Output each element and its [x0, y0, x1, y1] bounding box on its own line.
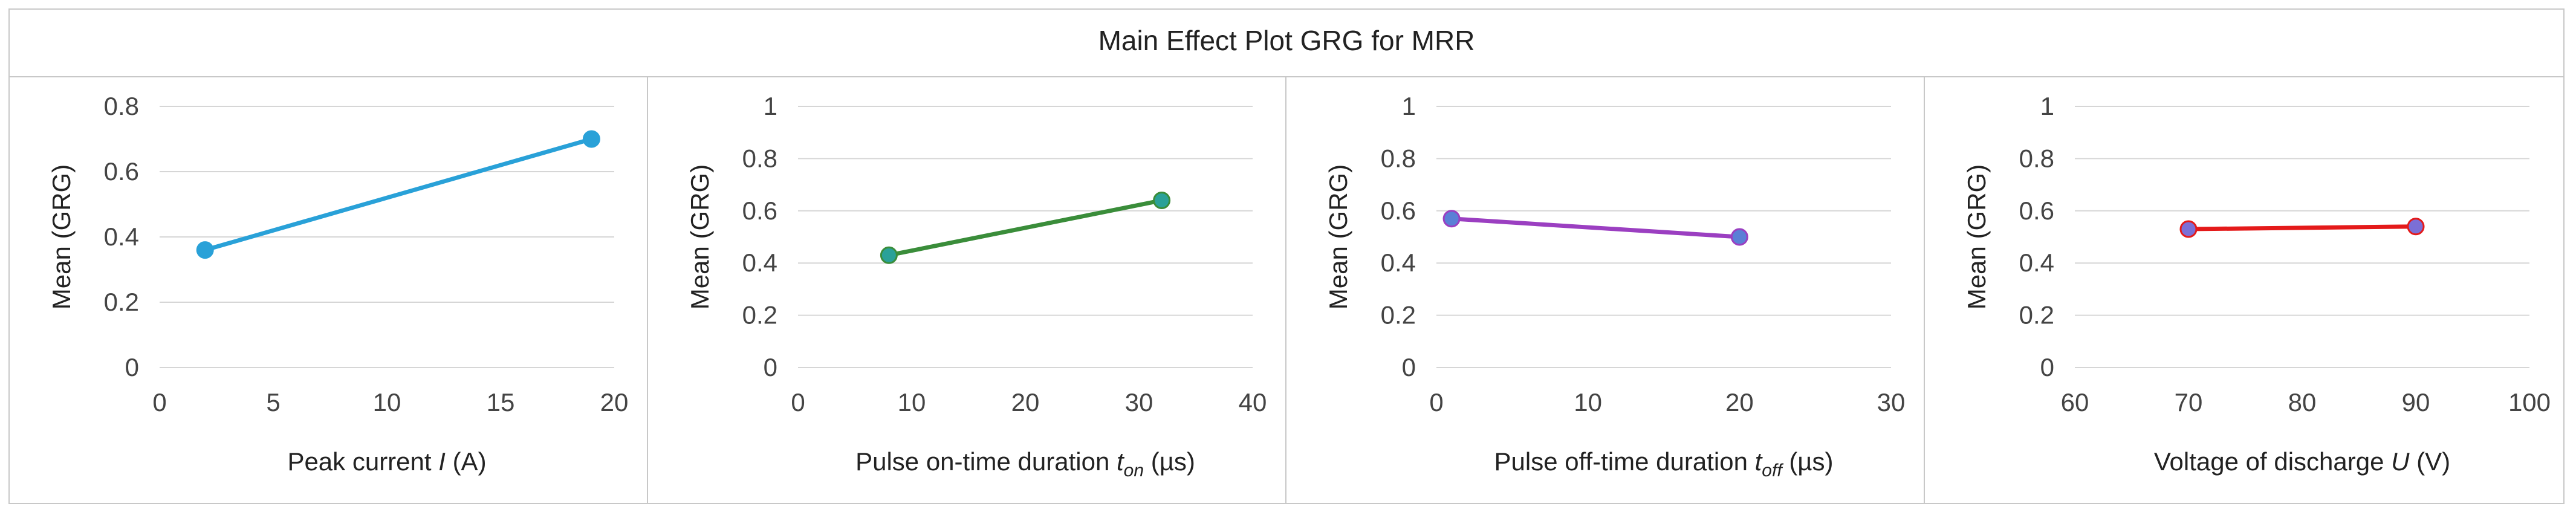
y-tick-label: 0.8	[742, 144, 777, 172]
x-tick-label: 0	[1429, 388, 1443, 416]
y-tick-label: 0.8	[1381, 144, 1416, 172]
x-tick-label: 90	[2402, 388, 2430, 416]
data-point	[1730, 228, 1748, 246]
data-point	[196, 241, 214, 259]
data-point	[1153, 192, 1171, 210]
series-line	[204, 137, 592, 252]
data-point	[582, 130, 600, 148]
y-axis-title: Mean (GRG)	[1324, 164, 1352, 309]
chart-frame: Main Effect Plot GRG for MRR 0 0.2 0.4 0.6 0…	[8, 8, 2565, 504]
x-tick-label: 20	[600, 388, 629, 416]
panel-voltage: 0 0.2 0.4 0.6 0.8 1 60 70 80 90 100 Mean (GRG) Volta…	[1925, 77, 2563, 504]
y-tick-label: 0.8	[2019, 144, 2054, 172]
x-tick-label: 20	[1011, 388, 1040, 416]
series-line	[2188, 224, 2416, 231]
y-tick-label: 1	[2040, 92, 2054, 120]
y-tick-label: 0.6	[1381, 196, 1416, 225]
x-tick-label: 15	[487, 388, 515, 416]
y-tick-label: 1	[764, 92, 777, 120]
x-axis-title: Voltage of discharge U (V)	[2154, 447, 2450, 476]
panel-peak-current: 0 0.2 0.4 0.6 0.8 0 5 10 15 20 Mean (GRG) Peak curr…	[10, 77, 648, 504]
x-tick-label: 20	[1725, 388, 1754, 416]
chart-svg: 0 0.2 0.4 0.6 0.8 1 60 70 80 90 100 Mean (GRG) Volta…	[1962, 92, 2551, 476]
chart-svg: 0 0.2 0.4 0.6 0.8 0 5 10 15 20 Mean (GRG) Peak curr…	[47, 92, 629, 476]
y-tick-label: 0	[2040, 353, 2054, 381]
x-tick-label: 30	[1125, 388, 1153, 416]
x-tick-label: 30	[1877, 388, 1906, 416]
series-line	[1451, 216, 1740, 239]
data-point	[2179, 220, 2198, 238]
x-axis-title: Peak current I (A)	[287, 447, 486, 476]
y-tick-label: 0.8	[104, 92, 139, 120]
y-tick-label: 0.6	[2019, 196, 2054, 225]
y-tick-label: 0.6	[104, 157, 139, 186]
x-axis-title: Pulse on-time duration ton (µs)	[855, 447, 1195, 481]
main-title: Main Effect Plot GRG for MRR	[1098, 25, 1475, 56]
x-tick-label: 10	[1574, 388, 1602, 416]
data-point	[1442, 210, 1461, 228]
y-tick-label: 0.4	[1381, 248, 1416, 277]
x-tick-label: 100	[2508, 388, 2551, 416]
y-tick-label: 0.4	[2019, 248, 2054, 277]
data-point	[880, 246, 898, 264]
title-bar: Main Effect Plot GRG for MRR	[10, 10, 2563, 77]
x-tick-label: 10	[898, 388, 926, 416]
y-tick-label: 0.6	[742, 196, 777, 225]
panel-pulse-on-time: 0 0.2 0.4 0.6 0.8 1 0 10 20 30 40 Mean (GRG) Pulse o…	[648, 77, 1286, 504]
panel-pulse-off-time: 0 0.2 0.4 0.6 0.8 1 0 10 20 30 Mean (GRG) Pulse off…	[1286, 77, 1925, 504]
x-tick-label: 40	[1239, 388, 1267, 416]
x-tick-label: 0	[152, 388, 166, 416]
x-tick-label: 5	[266, 388, 280, 416]
y-tick-label: 0.2	[2019, 301, 2054, 329]
series-line	[888, 198, 1163, 257]
data-point	[2407, 218, 2425, 236]
y-axis-title: Mean (GRG)	[1962, 164, 1991, 309]
x-tick-label: 60	[2061, 388, 2089, 416]
y-tick-label: 0.4	[742, 248, 777, 277]
y-tick-label: 0	[125, 353, 139, 381]
y-tick-label: 0.2	[742, 301, 777, 329]
x-tick-label: 0	[791, 388, 805, 416]
x-tick-label: 70	[2175, 388, 2203, 416]
y-tick-label: 0.2	[104, 288, 139, 316]
y-tick-label: 0.4	[104, 222, 139, 251]
y-tick-label: 0	[1402, 353, 1416, 381]
x-axis-title: Pulse off-time duration toff (µs)	[1494, 447, 1834, 481]
x-tick-label: 10	[373, 388, 401, 416]
x-tick-label: 80	[2288, 388, 2317, 416]
y-tick-label: 0.2	[1381, 301, 1416, 329]
y-tick-label: 0	[764, 353, 777, 381]
y-axis-title: Mean (GRG)	[47, 164, 76, 309]
y-axis-title: Mean (GRG)	[686, 164, 714, 309]
y-tick-label: 1	[1402, 92, 1416, 120]
